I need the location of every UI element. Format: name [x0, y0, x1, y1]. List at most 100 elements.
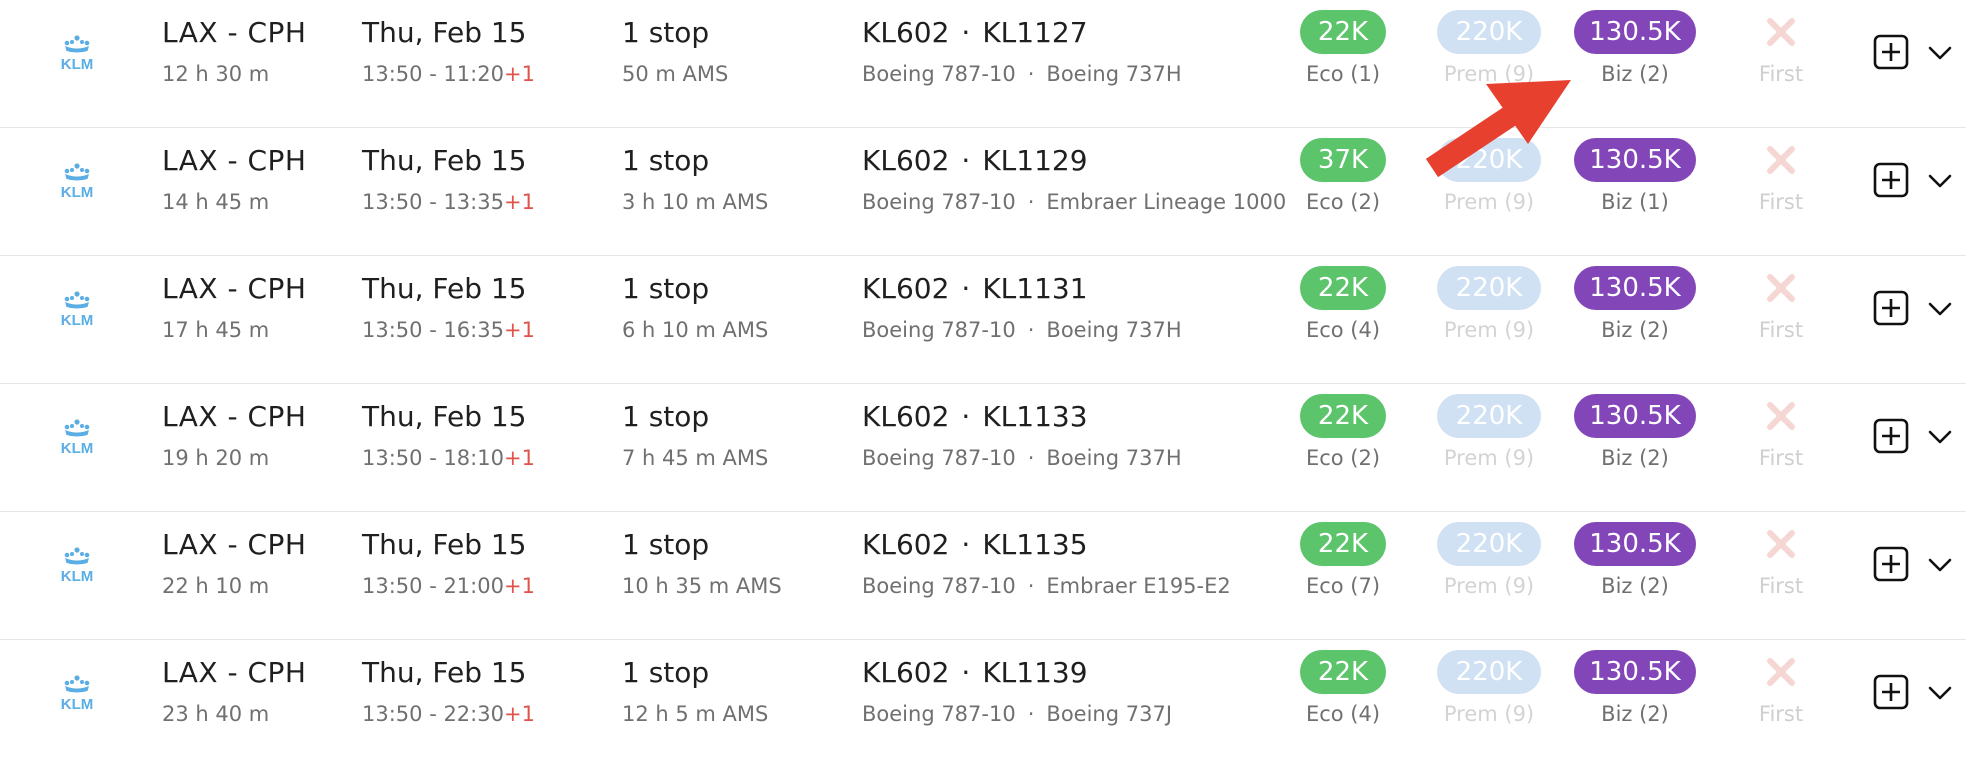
premium-seats-label: Prem (9): [1443, 574, 1535, 598]
flight-number-2: KL1133: [982, 400, 1088, 433]
premium-price-pill[interactable]: 220K: [1437, 138, 1541, 182]
chevron-down-icon[interactable]: [1926, 555, 1954, 575]
business-price-pill[interactable]: 130.5K: [1574, 10, 1696, 54]
aircraft-2: Boeing 737J: [1046, 702, 1173, 726]
economy-price-pill[interactable]: 37K: [1300, 138, 1386, 182]
add-icon[interactable]: [1873, 674, 1909, 710]
x-icon: [1767, 658, 1795, 686]
add-icon[interactable]: [1873, 162, 1909, 198]
chevron-down-icon[interactable]: [1926, 43, 1954, 63]
flight-numbers: KL602 · KL1131: [862, 272, 1088, 305]
aircraft-2: Embraer E195-E2: [1046, 574, 1231, 598]
economy-price-pill[interactable]: 22K: [1300, 394, 1386, 438]
klm-logo-text: KLM: [61, 568, 94, 584]
business-price-pill[interactable]: 130.5K: [1574, 394, 1696, 438]
aircraft-1: Boeing 787-10: [862, 62, 1016, 86]
add-icon[interactable]: [1873, 34, 1909, 70]
economy-price-pill[interactable]: 22K: [1300, 522, 1386, 566]
layover-info: 6 h 10 m AMS: [622, 318, 769, 342]
flight-result-row[interactable]: KLM LAX - CPH 19 h 20 m Thu, Feb 15 13:5…: [0, 384, 1966, 512]
klm-logo-text: KLM: [61, 312, 94, 328]
times-text: 13:50 - 18:10: [362, 446, 504, 470]
trip-duration: 17 h 45 m: [162, 318, 270, 342]
separator-dot: ·: [1027, 446, 1035, 470]
times-text: 13:50 - 13:35: [362, 190, 504, 214]
add-icon[interactable]: [1873, 546, 1909, 582]
flight-number-2: KL1139: [982, 656, 1088, 689]
layover-info: 3 h 10 m AMS: [622, 190, 769, 214]
flight-numbers: KL602 · KL1135: [862, 528, 1088, 561]
premium-price-pill[interactable]: 220K: [1437, 522, 1541, 566]
flight-number-2: KL1135: [982, 528, 1088, 561]
business-seats-label: Biz (2): [1601, 62, 1669, 86]
flight-result-row[interactable]: KLM LAX - CPH 12 h 30 m Thu, Feb 15 13:5…: [0, 0, 1966, 128]
separator-dot: ·: [961, 144, 971, 177]
business-price-pill[interactable]: 130.5K: [1574, 650, 1696, 694]
day-offset: +1: [503, 318, 535, 342]
klm-logo-icon: KLM: [61, 419, 93, 456]
route-label: LAX - CPH: [162, 16, 307, 49]
premium-price-pill[interactable]: 220K: [1437, 266, 1541, 310]
premium-seats-label: Prem (9): [1443, 62, 1535, 86]
first-class-label: First: [1758, 702, 1804, 726]
flight-times: 13:50 - 21:00+1: [362, 574, 535, 598]
stops-count: 1 stop: [622, 528, 710, 561]
economy-price-pill[interactable]: 22K: [1300, 266, 1386, 310]
flight-number-1: KL602: [862, 656, 950, 689]
stops-count: 1 stop: [622, 656, 710, 689]
day-offset: +1: [503, 574, 535, 598]
premium-price-pill[interactable]: 220K: [1437, 10, 1541, 54]
aircraft-types: Boeing 787-10 · Boeing 737H: [862, 318, 1182, 342]
business-price-pill[interactable]: 130.5K: [1574, 138, 1696, 182]
premium-price-pill[interactable]: 220K: [1437, 394, 1541, 438]
flight-result-row[interactable]: KLM LAX - CPH 23 h 40 m Thu, Feb 15 13:5…: [0, 640, 1966, 768]
aircraft-1: Boeing 787-10: [862, 574, 1016, 598]
economy-price-pill[interactable]: 22K: [1300, 650, 1386, 694]
separator-dot: ·: [961, 400, 971, 433]
layover-info: 50 m AMS: [622, 62, 729, 86]
chevron-down-icon[interactable]: [1926, 171, 1954, 191]
separator-dot: ·: [1027, 574, 1035, 598]
flight-result-row[interactable]: KLM LAX - CPH 22 h 10 m Thu, Feb 15 13:5…: [0, 512, 1966, 640]
aircraft-1: Boeing 787-10: [862, 702, 1016, 726]
economy-seats-label: Eco (1): [1305, 62, 1381, 86]
departure-date: Thu, Feb 15: [362, 144, 527, 177]
premium-price-pill[interactable]: 220K: [1437, 650, 1541, 694]
day-offset: +1: [503, 446, 535, 470]
times-text: 13:50 - 22:30: [362, 702, 504, 726]
day-offset: +1: [503, 190, 535, 214]
add-icon[interactable]: [1873, 418, 1909, 454]
separator-dot: ·: [961, 16, 971, 49]
first-class-label: First: [1758, 62, 1804, 86]
x-icon: [1767, 146, 1795, 174]
add-icon[interactable]: [1873, 290, 1909, 326]
flight-number-1: KL602: [862, 272, 950, 305]
flight-result-row[interactable]: KLM LAX - CPH 17 h 45 m Thu, Feb 15 13:5…: [0, 256, 1966, 384]
departure-date: Thu, Feb 15: [362, 528, 527, 561]
klm-logo-icon: KLM: [61, 291, 94, 328]
separator-dot: ·: [1027, 62, 1035, 86]
times-text: 13:50 - 21:00: [362, 574, 504, 598]
economy-seats-label: Eco (2): [1305, 446, 1381, 470]
flight-numbers: KL602 · KL1129: [862, 144, 1088, 177]
aircraft-1: Boeing 787-10: [862, 190, 1016, 214]
klm-logo-icon: KLM: [61, 163, 93, 200]
first-class-label: First: [1758, 190, 1804, 214]
business-price-pill[interactable]: 130.5K: [1574, 522, 1696, 566]
business-seats-label: Biz (2): [1601, 318, 1669, 342]
economy-price-pill[interactable]: 22K: [1300, 10, 1386, 54]
separator-dot: ·: [961, 272, 971, 305]
chevron-down-icon[interactable]: [1926, 299, 1954, 319]
separator-dot: ·: [961, 656, 971, 689]
route-label: LAX - CPH: [162, 400, 307, 433]
flight-result-row[interactable]: KLM LAX - CPH 14 h 45 m Thu, Feb 15 13:5…: [0, 128, 1966, 256]
chevron-down-icon[interactable]: [1926, 683, 1954, 703]
first-class-label: First: [1758, 574, 1804, 598]
first-class-label: First: [1758, 318, 1804, 342]
business-seats-label: Biz (2): [1601, 702, 1669, 726]
premium-seats-label: Prem (9): [1443, 702, 1535, 726]
business-price-pill[interactable]: 130.5K: [1574, 266, 1696, 310]
chevron-down-icon[interactable]: [1926, 427, 1954, 447]
route-label: LAX - CPH: [162, 272, 307, 305]
flight-times: 13:50 - 18:10+1: [362, 446, 535, 470]
